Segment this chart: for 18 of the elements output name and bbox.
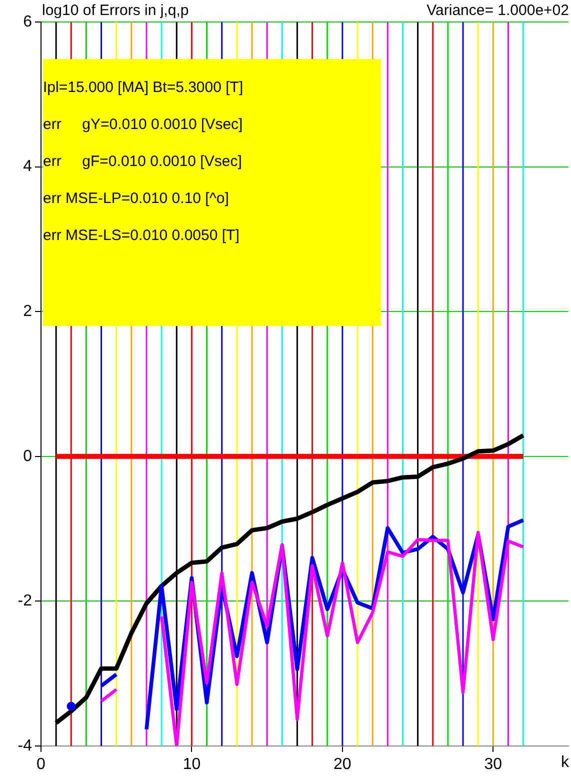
annotation: err gF=0.010 0.0010 [Vsec] — [43, 153, 242, 171]
x-tick-label: 10 — [182, 756, 201, 774]
y-tick-label: -2 — [18, 592, 32, 610]
x-axis-title: k — [561, 754, 569, 772]
x-tick-label: 30 — [484, 756, 502, 774]
y-tick-label: 2 — [23, 303, 32, 320]
annotation: err gY=0.010 0.0010 [Vsec] — [43, 116, 243, 134]
y-tick-label: 4 — [23, 158, 32, 176]
y-tick-label: 0 — [23, 448, 32, 465]
y-tick-label: 6 — [23, 13, 32, 30]
y-tick-label: -4 — [18, 737, 32, 754]
annotation: Ipl=15.000 [MA] Bt=5.3000 [T] — [43, 79, 244, 97]
chart-title: log10 of Errors in j,q,p — [42, 2, 189, 20]
x-tick-label: 0 — [36, 756, 46, 774]
chart-subtitle: Variance= 1.000e+02 — [426, 2, 569, 20]
annotation: err MSE-LS=0.010 0.0050 [T] — [43, 227, 240, 245]
annotation: err MSE-LP=0.010 0.10 [^o] — [43, 190, 229, 208]
x-tick-label: 20 — [334, 756, 352, 774]
